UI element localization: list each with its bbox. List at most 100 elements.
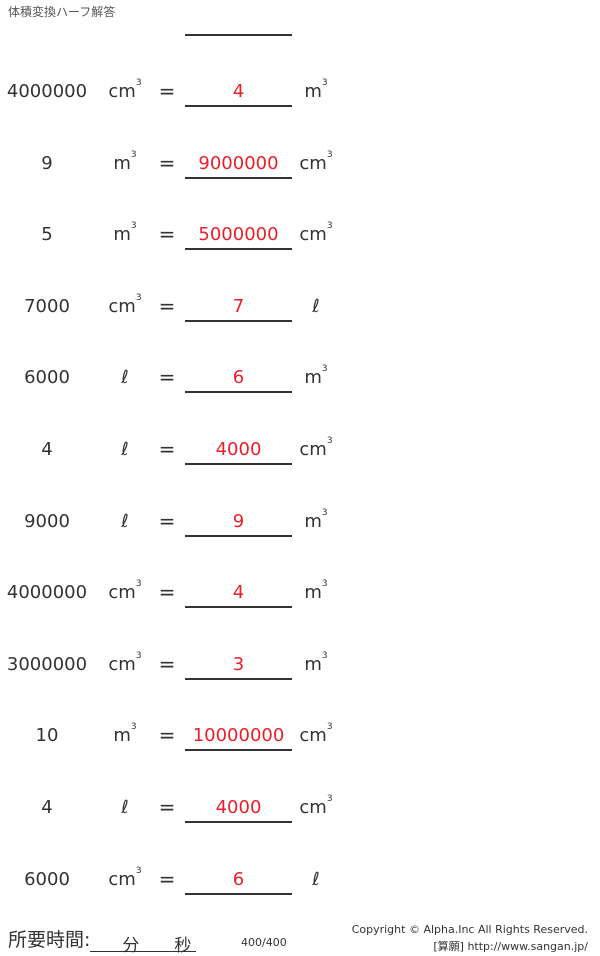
problem-row: 4 ℓ = 4000 cm3 [0, 436, 600, 469]
quantity: 4000000 [6, 81, 88, 102]
unit-exponent: 3 [326, 722, 333, 733]
equals-sign: = [158, 293, 176, 318]
problem-row: 6000 ℓ = 6 m3 [0, 364, 600, 397]
answer: 4000 [185, 797, 292, 823]
to-unit: ℓ [296, 869, 336, 890]
answer: 7 [185, 296, 292, 322]
answer: 4 [185, 582, 292, 609]
unit-text: cm [108, 295, 136, 317]
answer: 9 [185, 511, 292, 537]
equals-sign: = [158, 651, 176, 676]
unit-exponent: 3 [321, 650, 328, 661]
to-unit: m3 [296, 507, 336, 532]
from-unit: cm3 [100, 579, 150, 603]
time-blank: 分秒 [90, 931, 197, 956]
page-number: 400/400 [241, 936, 287, 949]
problem-row: 6000 cm3 = 6 ℓ [0, 866, 600, 899]
unit-text: ℓ [121, 797, 129, 818]
equals-sign: = [158, 723, 176, 748]
equals-sign: = [158, 580, 176, 605]
unit-exponent: 3 [135, 78, 142, 88]
unit-exponent: 3 [130, 149, 137, 160]
unit-exponent: 3 [321, 78, 328, 88]
unit-exponent: 3 [326, 436, 333, 446]
unit-text: cm [299, 224, 327, 246]
unit-exponent: 3 [135, 579, 142, 590]
unit-exponent: 3 [130, 221, 137, 232]
copyright: Copyright © Alpha.Inc All Rights Reserve… [351, 923, 588, 936]
to-unit: m3 [296, 364, 336, 389]
quantity: 7000 [24, 295, 70, 317]
quantity: 5 [41, 224, 53, 246]
from-unit: cm3 [100, 78, 150, 102]
unit-exponent: 3 [326, 149, 333, 160]
quantity: 9 [41, 152, 53, 174]
worksheet-title: 体積変換ハーフ解答 [8, 5, 116, 19]
time-required: 所要時間: 分秒 [8, 925, 197, 956]
to-unit: m3 [296, 579, 336, 604]
unit-text: ℓ [121, 367, 129, 389]
problem-row: 3000000 cm3 = 3 m3 [0, 650, 600, 684]
from-unit: cm3 [100, 292, 150, 317]
unit-exponent: 3 [130, 722, 137, 733]
problem-row: 7000 cm3 = 7 ℓ [0, 292, 600, 326]
quantity: 6000 [24, 367, 70, 389]
unit-exponent: 3 [321, 579, 328, 590]
problem-row: 4000000 cm3 = 4 m3 [0, 579, 600, 612]
to-unit: cm3 [296, 149, 336, 174]
to-unit: cm3 [296, 221, 336, 246]
unit-text: m [304, 367, 322, 389]
from-unit: ℓ [100, 797, 150, 818]
unit-text: cm [299, 439, 327, 460]
answer: 5000000 [185, 224, 292, 251]
site-link[interactable]: [算願] http://www.sangan.jp/ [433, 940, 588, 953]
unit-text: m [304, 510, 322, 532]
to-unit: cm3 [296, 436, 336, 460]
unit-exponent: 3 [321, 507, 328, 518]
answer: 3 [185, 654, 292, 680]
unit-text: ℓ [312, 868, 320, 890]
quantity: 6000 [24, 868, 70, 890]
problem-row: 9000 ℓ = 9 m3 [0, 507, 600, 541]
from-unit: ℓ [100, 439, 150, 460]
from-unit: cm3 [100, 866, 150, 890]
equals-sign: = [158, 437, 176, 461]
problem-row: 9 m3 = 9000000 cm3 [0, 149, 600, 183]
unit-text: m [304, 582, 322, 604]
unit-text: ℓ [121, 510, 129, 532]
unit-exponent: 3 [326, 221, 333, 232]
to-unit: m3 [296, 78, 336, 102]
time-label: 所要時間: [8, 929, 91, 951]
answer: 6 [185, 367, 292, 394]
unit-exponent: 3 [326, 794, 333, 804]
answer: 10000000 [185, 725, 292, 752]
equals-sign: = [158, 79, 176, 103]
answer: 4 [185, 81, 292, 107]
unit-text: ℓ [121, 439, 129, 460]
equals-sign: = [158, 365, 176, 390]
from-unit: ℓ [100, 367, 150, 388]
answer: 9000000 [185, 153, 292, 179]
from-unit: m3 [100, 722, 150, 747]
problem-row: 10 m3 = 10000000 cm3 [0, 722, 600, 755]
problem-row: 4 ℓ = 4000 cm3 [0, 794, 600, 827]
to-unit: cm3 [296, 722, 336, 746]
from-unit: cm3 [100, 650, 150, 675]
unit-text: m [304, 653, 322, 675]
name-line [185, 34, 292, 36]
unit-text: m [113, 725, 131, 747]
unit-text: cm [108, 81, 136, 102]
from-unit: ℓ [100, 511, 150, 532]
quantity: 4 [41, 439, 53, 460]
unit-text: ℓ [312, 295, 320, 317]
to-unit: ℓ [296, 296, 336, 317]
problem-row: 5 m3 = 5000000 cm3 [0, 221, 600, 254]
unit-exponent: 3 [135, 292, 142, 303]
equals-sign: = [158, 866, 176, 891]
quantity: 9000 [24, 510, 70, 532]
copyright-block: Copyright © Alpha.Inc All Rights Reserve… [352, 921, 588, 955]
quantity: 3000000 [6, 653, 88, 675]
unit-exponent: 3 [135, 650, 142, 661]
answer: 6 [185, 869, 292, 895]
quantity: 4 [41, 797, 53, 818]
